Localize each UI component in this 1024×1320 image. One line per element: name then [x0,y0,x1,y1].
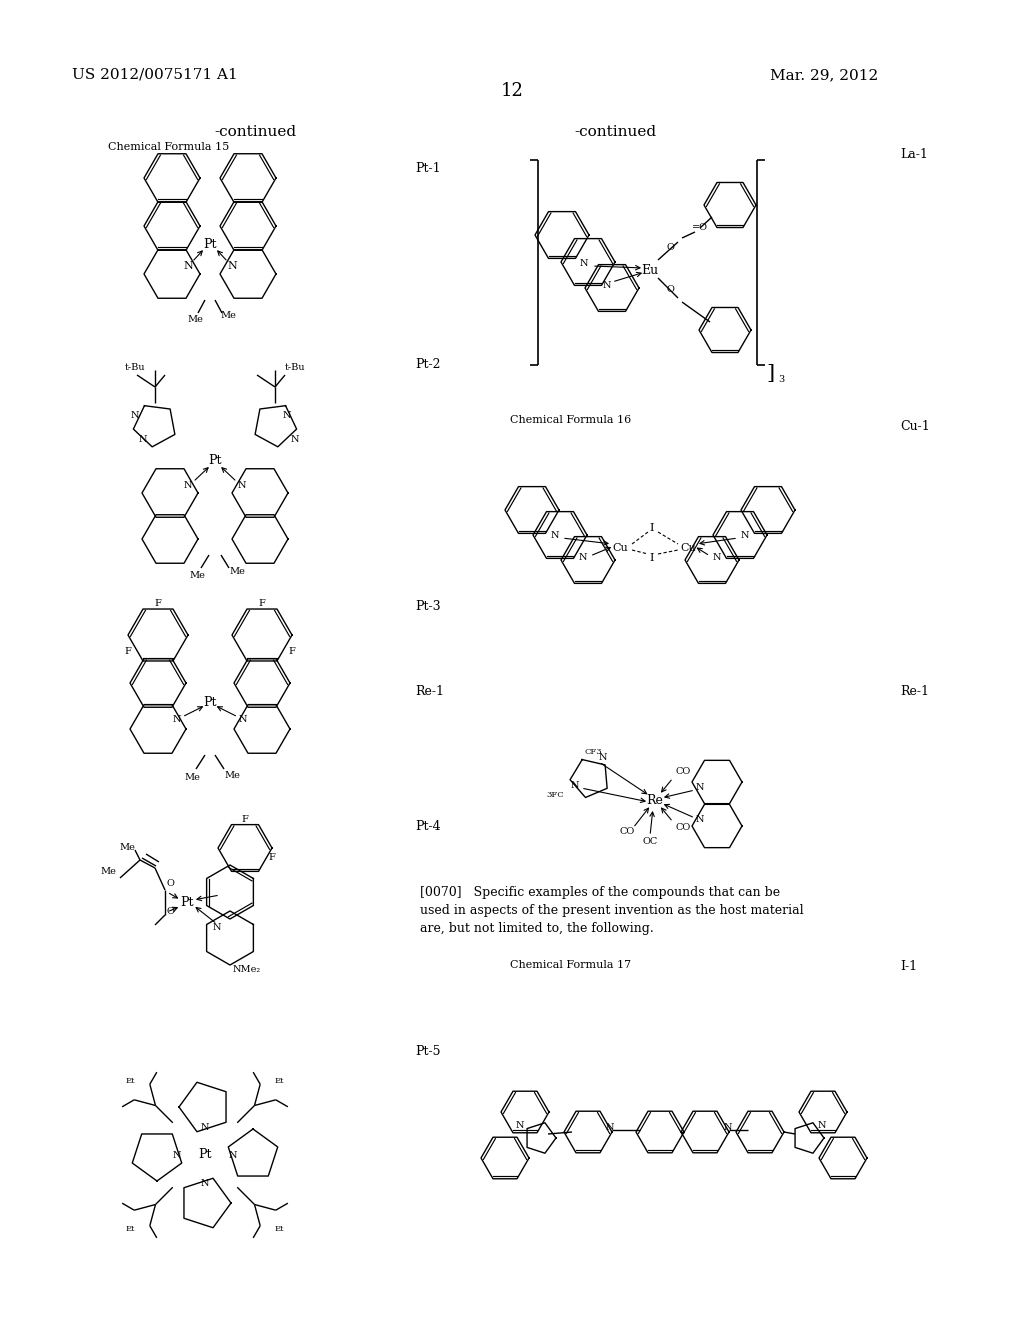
Text: Et: Et [126,1077,135,1085]
Text: N: N [131,411,139,420]
Text: -continued: -continued [214,125,296,139]
Text: Cu-1: Cu-1 [900,420,930,433]
Text: =O: =O [692,223,708,231]
Text: Pt: Pt [180,895,194,908]
Text: N: N [201,1122,209,1131]
Text: OC: OC [642,837,657,846]
Text: N: N [283,411,291,420]
Text: I: I [650,523,654,533]
Text: Me: Me [187,315,203,325]
Text: Et: Et [274,1077,284,1085]
Text: O: O [166,908,174,916]
Text: F: F [242,814,249,824]
Text: F: F [289,648,296,656]
Text: 12: 12 [501,82,523,100]
Text: are, but not limited to, the following.: are, but not limited to, the following. [420,921,653,935]
Text: Et: Et [126,1225,135,1233]
Text: Pt: Pt [208,454,222,466]
Text: N: N [606,1123,614,1133]
Text: N: N [599,754,607,763]
Text: 3FC: 3FC [546,791,564,799]
Text: Me: Me [119,842,135,851]
Text: Pt-4: Pt-4 [415,820,440,833]
Text: Me: Me [100,867,116,876]
Text: N: N [516,1122,524,1130]
Text: NMe₂: NMe₂ [232,965,261,974]
Text: ]: ] [766,363,774,383]
Text: Pt: Pt [199,1148,212,1162]
Text: [0070]   Specific examples of the compounds that can be: [0070] Specific examples of the compound… [420,886,780,899]
Text: CF3: CF3 [584,748,602,756]
Text: CO: CO [676,767,690,776]
Text: N: N [201,1179,209,1188]
Text: Cu: Cu [680,543,696,553]
Text: 3: 3 [778,375,784,384]
Text: N: N [227,261,237,271]
Text: Et: Et [274,1225,284,1233]
Text: Chemical Formula 16: Chemical Formula 16 [510,414,631,425]
Text: Pt: Pt [203,239,217,252]
Text: N: N [579,553,587,562]
Text: Me: Me [229,568,245,577]
Text: N: N [724,1123,732,1133]
Text: N: N [183,480,193,490]
Text: t-Bu: t-Bu [125,363,145,371]
Text: I: I [650,553,654,564]
Text: Me: Me [224,771,240,780]
Text: N: N [228,1151,238,1159]
Text: N: N [173,715,181,725]
Text: N: N [238,480,246,490]
Text: N: N [603,281,611,289]
Text: US 2012/0075171 A1: US 2012/0075171 A1 [72,69,238,82]
Text: N: N [740,532,750,540]
Text: N: N [183,261,193,271]
Text: Pt-2: Pt-2 [415,358,440,371]
Text: N: N [291,436,299,445]
Text: N: N [570,780,580,789]
Text: -continued: -continued [573,125,656,139]
Text: N: N [580,259,588,268]
Text: Mar. 29, 2012: Mar. 29, 2012 [770,69,879,82]
Text: Me: Me [220,312,236,321]
Text: N: N [138,436,147,445]
Text: La-1: La-1 [900,148,928,161]
Text: N: N [695,816,705,825]
Text: O: O [166,879,174,888]
Text: F: F [125,648,131,656]
Text: Re-1: Re-1 [900,685,929,698]
Text: Re: Re [646,793,664,807]
Text: t-Bu: t-Bu [285,363,305,371]
Text: Me: Me [189,570,205,579]
Text: N: N [551,532,559,540]
Text: used in aspects of the present invention as the host material: used in aspects of the present invention… [420,904,804,917]
Text: Re-1: Re-1 [415,685,444,698]
Text: Pt-3: Pt-3 [415,601,440,612]
Text: N: N [239,715,247,725]
Text: CO: CO [620,828,635,837]
Text: N: N [695,784,705,792]
Text: N: N [713,553,721,562]
Text: Pt: Pt [203,696,217,709]
Text: Chemical Formula 17: Chemical Formula 17 [510,960,631,970]
Text: Chemical Formula 15: Chemical Formula 15 [108,143,229,152]
Text: F: F [259,599,265,609]
Text: I-1: I-1 [900,960,918,973]
Text: O: O [666,243,674,252]
Text: CO: CO [676,824,690,833]
Text: N: N [818,1122,826,1130]
Text: F: F [268,854,275,862]
Text: F: F [155,599,162,609]
Text: N: N [173,1151,181,1159]
Text: Me: Me [184,772,200,781]
Text: N: N [213,924,221,932]
Text: Cu: Cu [612,543,628,553]
Text: Pt-1: Pt-1 [415,162,440,176]
Text: O: O [666,285,674,294]
Text: Pt-5: Pt-5 [415,1045,440,1059]
Text: Eu: Eu [641,264,658,276]
